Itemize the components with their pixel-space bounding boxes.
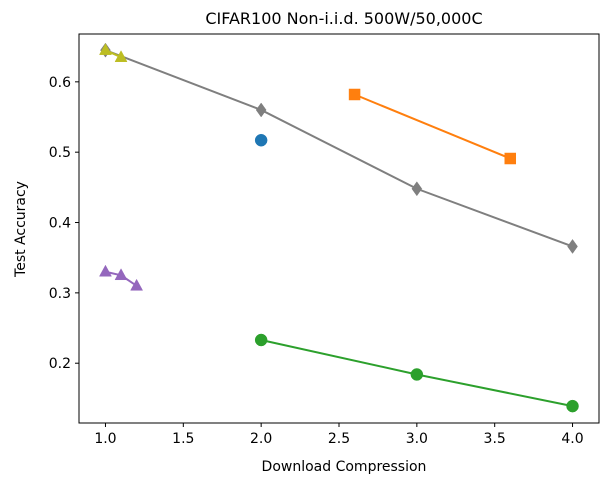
data-point — [411, 181, 423, 197]
series-0 — [254, 133, 268, 147]
series-1 — [348, 88, 517, 165]
data-point — [348, 88, 361, 101]
data-point — [567, 239, 578, 254]
data-point — [254, 133, 268, 147]
y-tick-label: 0.5 — [49, 145, 71, 161]
plot-frame — [78, 33, 600, 424]
y-tick-label: 0.6 — [49, 75, 71, 91]
data-point — [114, 268, 128, 281]
series-line — [354, 93, 511, 160]
series-3 — [99, 264, 144, 291]
x-tick-label: 4.0 — [561, 431, 583, 447]
data-point — [99, 43, 112, 55]
data-point — [99, 264, 112, 277]
data-point — [254, 333, 268, 347]
y-tick-label: 0.3 — [49, 286, 71, 302]
x-axis-label: Download Compression — [262, 459, 427, 475]
x-tick-label: 2.0 — [250, 431, 272, 447]
x-tick-label: 3.5 — [484, 431, 506, 447]
series-4 — [100, 42, 578, 254]
y-tick-label: 0.4 — [49, 216, 71, 232]
x-axis: 1.0 1.5 2.0 2.5 3.0 3.5 4.0 — [94, 423, 584, 447]
data-point — [504, 152, 517, 165]
x-tick-label: 3.0 — [406, 431, 428, 447]
data-point — [410, 368, 424, 381]
series-layer — [99, 42, 579, 413]
y-axis-label: Test Accuracy — [13, 181, 29, 278]
data-point — [130, 278, 144, 291]
data-point — [566, 399, 579, 413]
data-point — [114, 50, 128, 62]
series-5 — [99, 43, 128, 62]
data-point — [255, 102, 267, 118]
y-tick-label: 0.2 — [49, 356, 71, 372]
chart-title: CIFAR100 Non-i.i.d. 500W/50,000C — [205, 9, 482, 28]
series-2 — [254, 333, 579, 413]
x-tick-label: 1.0 — [94, 431, 116, 447]
x-tick-label: 1.5 — [172, 431, 194, 447]
y-axis: 0.2 0.3 0.4 0.5 0.6 — [49, 75, 79, 372]
series-line — [105, 49, 573, 248]
x-tick-label: 2.5 — [328, 431, 350, 447]
